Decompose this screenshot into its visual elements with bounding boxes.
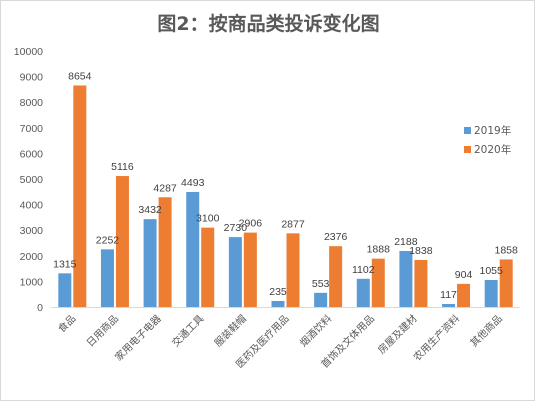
data-label: 553 xyxy=(312,278,330,290)
data-label: 2252 xyxy=(96,234,120,246)
data-label: 3432 xyxy=(138,204,162,216)
bar-2020 xyxy=(115,176,129,307)
chart-title: 图2：按商品类投诉变化图 xyxy=(157,13,380,35)
x-category-label: 家用电子电器 xyxy=(112,312,164,364)
y-tick-label: 4000 xyxy=(20,200,44,212)
data-label: 3100 xyxy=(196,213,220,225)
x-category-label: 服装鞋帽 xyxy=(212,312,249,349)
data-label: 1315 xyxy=(53,258,77,270)
x-category-label: 食品 xyxy=(55,312,78,335)
bar-2020 xyxy=(329,246,343,307)
x-category-label: 房屋及建材 xyxy=(375,312,420,357)
bar-2019 xyxy=(228,237,242,307)
x-category-label: 日用商品 xyxy=(84,312,121,349)
data-label: 1858 xyxy=(495,244,519,256)
bars xyxy=(58,85,513,307)
data-labels: 1315 8654 2252 5116 3432 4287 4493 3100 27302906… xyxy=(53,70,518,301)
bar-2019 xyxy=(356,278,370,307)
x-category-label: 其他商品 xyxy=(467,312,504,349)
bar-2020 xyxy=(371,258,385,307)
bar-2020 xyxy=(414,259,428,307)
legend-label: 2019年 xyxy=(474,124,511,137)
legend: 2019年 2020年 xyxy=(464,124,511,156)
data-label: 235 xyxy=(269,286,287,298)
data-label: 1838 xyxy=(409,245,433,257)
y-tick-label: 7000 xyxy=(20,123,44,135)
y-tick-label: 9000 xyxy=(20,72,44,84)
bar-2020 xyxy=(201,227,215,307)
legend-swatch xyxy=(464,146,471,153)
y-tick-label: 6000 xyxy=(20,148,44,160)
bar-2020 xyxy=(73,85,87,307)
legend-label: 2020年 xyxy=(474,143,511,156)
data-label: 904 xyxy=(455,269,473,281)
y-tick-label: 2000 xyxy=(20,251,44,263)
data-label: 1102 xyxy=(352,264,375,276)
y-tick-label: 10000 xyxy=(14,46,43,58)
bar-2020 xyxy=(158,197,172,307)
bar-2019 xyxy=(399,250,413,307)
data-label: 4287 xyxy=(153,182,177,194)
data-label: 8654 xyxy=(68,70,92,82)
y-axis: 0 1000 2000 3000 4000 5000 6000 7000 8000 9000 100… xyxy=(14,46,43,314)
y-tick-label: 3000 xyxy=(20,225,44,237)
bar-2019 xyxy=(314,292,328,307)
bar-2019 xyxy=(442,304,456,307)
data-label: 4493 xyxy=(181,177,205,189)
data-label: 1888 xyxy=(367,244,391,256)
bar-2019 xyxy=(186,191,200,307)
x-category-label: 烟酒饮料 xyxy=(297,312,334,349)
bar-2020 xyxy=(286,233,300,307)
bar-2020 xyxy=(499,259,513,307)
bar-2019 xyxy=(58,273,72,307)
y-tick-label: 0 xyxy=(37,302,43,314)
bar-2019 xyxy=(143,219,157,307)
x-category-label: 交通工具 xyxy=(169,312,206,349)
data-label: 2730 xyxy=(224,222,248,234)
y-tick-label: 8000 xyxy=(20,97,44,109)
data-label: 2188 xyxy=(394,236,418,248)
x-category-label: 农用生产资料 xyxy=(411,312,463,364)
bar-2019 xyxy=(484,279,498,307)
data-label: 2906 xyxy=(239,218,263,230)
bar-2019 xyxy=(100,249,114,307)
data-label: 2877 xyxy=(281,218,305,230)
legend-swatch xyxy=(464,127,471,134)
data-label: 2376 xyxy=(324,231,348,243)
bar-2020 xyxy=(243,232,257,307)
data-label: 1055 xyxy=(480,265,504,277)
bar-2020 xyxy=(457,283,471,307)
data-label: 117 xyxy=(440,289,457,301)
bar-2019 xyxy=(271,300,285,307)
y-tick-label: 5000 xyxy=(20,174,44,186)
data-label: 5116 xyxy=(111,161,134,173)
y-tick-label: 1000 xyxy=(20,276,44,288)
